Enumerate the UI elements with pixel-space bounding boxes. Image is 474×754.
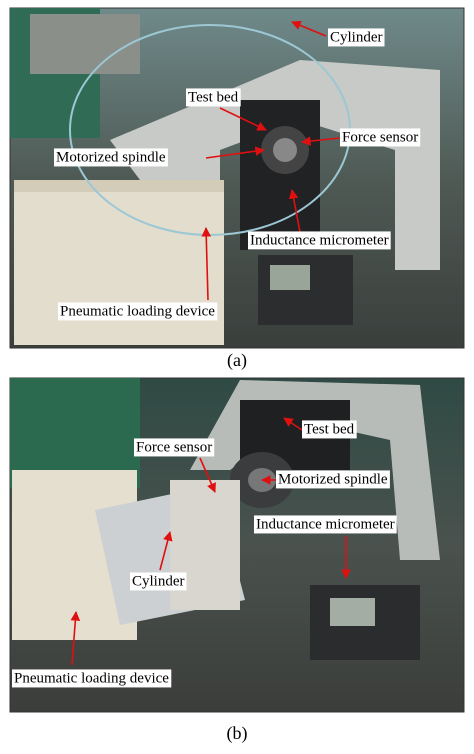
label-background	[12, 669, 172, 688]
label: Test bed	[304, 421, 355, 437]
label-background	[276, 470, 390, 489]
label: Motorized spindle	[278, 471, 388, 487]
label: Inductance micrometer	[256, 516, 395, 532]
label: Inductance micrometer	[250, 232, 389, 248]
label: Cylinder	[330, 29, 383, 45]
labels: Cylinder Test bed Force sensor Motorized…	[12, 28, 421, 688]
caption: (b)	[227, 723, 248, 744]
label: Test bed	[188, 89, 239, 105]
photo-b	[9, 377, 465, 713]
arrows-a	[201, 20, 341, 301]
label: Pneumatic loading device	[60, 303, 215, 319]
label-background	[58, 302, 218, 321]
label-background	[302, 420, 357, 439]
label-background	[54, 148, 168, 167]
label: Pneumatic loading device	[14, 670, 169, 686]
label-background	[328, 28, 385, 47]
label: Force sensor	[342, 129, 418, 145]
label-background	[340, 128, 421, 147]
label: Cylinder	[132, 573, 185, 589]
label-background	[130, 572, 187, 591]
arrows-b	[70, 417, 351, 666]
label: Force sensor	[136, 439, 212, 455]
caption: (a)	[227, 350, 247, 371]
photo-a	[9, 7, 465, 349]
label-background	[134, 438, 215, 457]
label: Motorized spindle	[56, 149, 166, 165]
label-background	[186, 88, 241, 107]
label-background	[248, 231, 391, 250]
label-background	[254, 515, 397, 534]
